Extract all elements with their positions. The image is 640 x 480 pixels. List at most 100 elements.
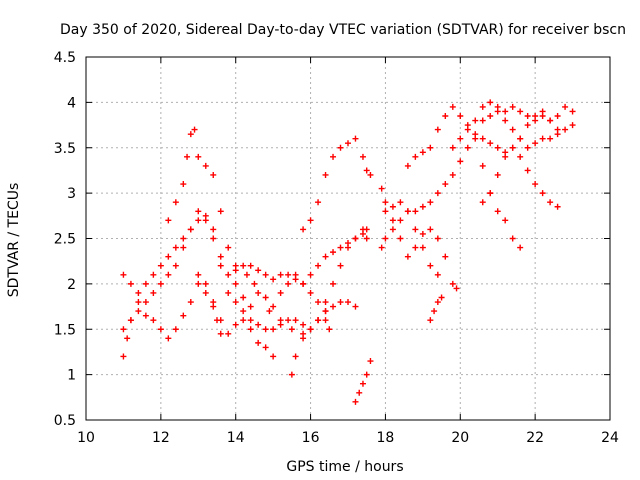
data-point [434, 235, 441, 242]
data-point [359, 380, 366, 387]
y-tick-label: 3.5 [54, 141, 76, 157]
data-point [120, 326, 127, 333]
series-track-17 [479, 108, 561, 206]
data-point [404, 162, 411, 169]
data-point [142, 280, 149, 287]
data-point [288, 371, 295, 378]
data-point [322, 308, 329, 315]
data-point [292, 317, 299, 324]
data-point [337, 299, 344, 306]
x-tick-label: 16 [302, 430, 320, 446]
data-point [330, 249, 337, 256]
data-point [479, 135, 486, 142]
series-track-6 [232, 262, 329, 337]
data-point [225, 244, 232, 251]
data-point [487, 99, 494, 106]
data-point [210, 299, 217, 306]
data-point [509, 126, 516, 133]
data-point [562, 103, 569, 110]
data-point [524, 167, 531, 174]
data-point [345, 140, 351, 147]
x-axis-label: GPS time / hours [286, 459, 403, 475]
data-point [255, 339, 262, 346]
data-point [367, 171, 374, 178]
data-point [270, 276, 277, 283]
data-point [157, 262, 164, 269]
data-point [165, 217, 172, 224]
data-point [307, 271, 314, 278]
data-point [180, 235, 187, 242]
data-point [247, 262, 254, 269]
y-tick-label: 2 [67, 277, 76, 293]
data-point [562, 126, 569, 133]
x-tick-label: 20 [451, 430, 469, 446]
data-point [322, 299, 329, 306]
data-point [120, 271, 127, 278]
data-point [434, 299, 441, 306]
data-point [307, 289, 314, 296]
axis-ticks: 10 12 14 16 18 20 22 24 0.5 1 1.5 2 2.5 3 3.5 4 4.5 [54, 50, 619, 446]
data-point [352, 303, 359, 310]
x-tick-label: 22 [526, 430, 544, 446]
data-point [292, 353, 299, 360]
data-point [487, 190, 494, 197]
series-track-11 [378, 185, 460, 292]
data-point [262, 326, 269, 333]
data-point [127, 317, 134, 324]
data-point [240, 262, 247, 269]
x-tick-label: 14 [227, 430, 245, 446]
data-point [532, 181, 539, 188]
data-point [315, 199, 322, 206]
y-tick-label: 1.5 [54, 322, 76, 338]
data-point [345, 299, 351, 306]
data-point [337, 244, 344, 251]
data-point [382, 235, 389, 242]
data-point [457, 135, 464, 142]
data-point [172, 262, 179, 269]
y-axis-label: SDTVAR / TECUs [6, 183, 22, 298]
data-point [184, 153, 191, 160]
data-point [210, 235, 217, 242]
data-point [412, 208, 419, 215]
data-point [202, 280, 209, 287]
data-point [359, 226, 366, 233]
data-point [142, 312, 149, 319]
data-point [285, 317, 292, 324]
data-point [165, 253, 172, 260]
data-point [142, 299, 149, 306]
y-tick-label: 4 [67, 95, 76, 111]
data-point [453, 285, 460, 292]
data-point [449, 280, 456, 287]
data-point [494, 144, 501, 151]
data-point [247, 326, 254, 333]
data-point [120, 353, 127, 360]
data-point [187, 131, 194, 138]
data-point [337, 144, 344, 151]
data-point [307, 326, 314, 333]
data-point [262, 294, 269, 301]
data-point [539, 190, 546, 197]
data-point [464, 126, 471, 133]
data-point [438, 294, 445, 301]
data-point [494, 208, 501, 215]
data-point [363, 235, 370, 242]
data-point [217, 208, 224, 215]
data-points [120, 99, 576, 405]
data-point [554, 112, 561, 119]
data-point [172, 244, 179, 251]
data-point [202, 217, 209, 224]
grid-lines [86, 57, 610, 420]
data-point [554, 126, 561, 133]
data-point [378, 244, 385, 251]
data-point [517, 153, 524, 160]
data-point [442, 253, 449, 260]
data-point [135, 289, 142, 296]
data-point [427, 317, 434, 324]
data-point [330, 153, 337, 160]
data-point [240, 308, 247, 315]
data-point [292, 271, 299, 278]
data-point [509, 235, 516, 242]
data-point [397, 235, 404, 242]
data-point [214, 317, 220, 324]
data-point [300, 280, 307, 287]
